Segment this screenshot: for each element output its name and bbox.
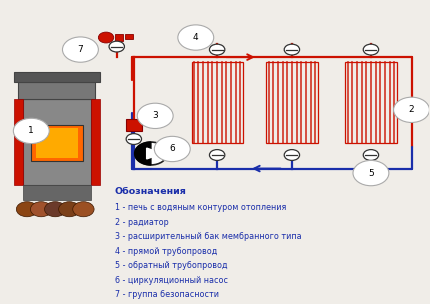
Bar (126, 119, 142, 131)
Bar (23, 185, 91, 200)
Circle shape (137, 103, 173, 129)
Text: 7: 7 (77, 45, 83, 54)
Text: 5 - обратный трубопровод: 5 - обратный трубопровод (115, 261, 227, 270)
Text: 7 - группа безопасности: 7 - группа безопасности (115, 290, 218, 299)
Circle shape (16, 202, 38, 217)
Circle shape (135, 142, 167, 165)
Circle shape (209, 44, 225, 55)
Text: 6: 6 (169, 144, 175, 154)
Text: 3: 3 (152, 111, 158, 120)
Circle shape (154, 136, 190, 162)
Circle shape (353, 161, 389, 186)
Bar (31, 125, 83, 161)
Circle shape (363, 150, 379, 161)
Bar (18, 82, 95, 99)
Bar (14, 72, 100, 82)
Circle shape (13, 118, 49, 143)
Circle shape (58, 202, 80, 217)
Circle shape (126, 134, 141, 144)
Bar (266, 62, 317, 143)
Text: 4: 4 (193, 33, 199, 42)
Bar (23, 99, 91, 185)
Text: 3 - расширительный бак мембранного типа: 3 - расширительный бак мембранного типа (115, 232, 301, 241)
Circle shape (209, 150, 225, 161)
Text: 6 - циркуляционный насос: 6 - циркуляционный насос (115, 275, 227, 285)
Circle shape (393, 97, 430, 123)
Polygon shape (147, 148, 162, 159)
Bar (345, 62, 396, 143)
Polygon shape (135, 142, 151, 165)
Circle shape (284, 44, 300, 55)
Bar (115, 34, 123, 40)
Bar (191, 62, 243, 143)
Text: 1 - печь с водяным контуром отопления: 1 - печь с водяным контуром отопления (115, 203, 286, 212)
Circle shape (73, 202, 94, 217)
Bar (125, 34, 133, 39)
Circle shape (363, 44, 379, 55)
Bar (14, 99, 23, 185)
Circle shape (45, 202, 66, 217)
Circle shape (178, 25, 214, 50)
Text: 4 - прямой трубопровод: 4 - прямой трубопровод (115, 247, 217, 256)
Circle shape (31, 202, 52, 217)
Circle shape (62, 37, 98, 62)
Text: 2: 2 (408, 105, 415, 114)
Text: 1: 1 (28, 126, 34, 135)
Bar (91, 99, 100, 185)
Circle shape (98, 32, 114, 43)
Text: 5: 5 (368, 169, 374, 178)
Text: Обозначения: Обозначения (115, 187, 187, 196)
Circle shape (284, 150, 300, 161)
Bar (36, 128, 78, 158)
Circle shape (109, 41, 124, 52)
Text: 2 - радиатор: 2 - радиатор (115, 218, 169, 227)
